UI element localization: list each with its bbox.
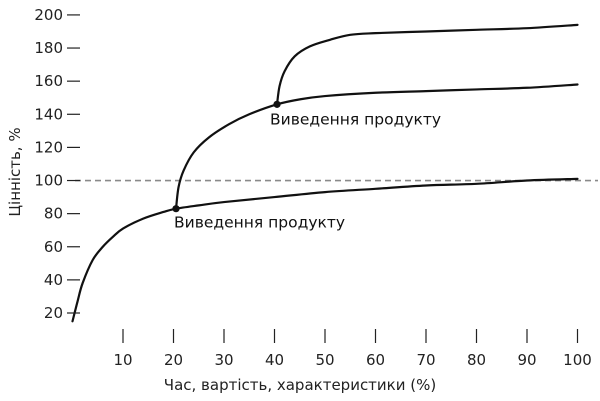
y-tick-label-140: 140 <box>34 105 63 123</box>
x-tick-label-10: 10 <box>113 351 132 369</box>
y-tick-label-160: 160 <box>34 72 63 90</box>
launch-point-2 <box>273 100 281 108</box>
y-tick-label-180: 180 <box>34 39 63 57</box>
annotation-launch-1: Виведення продукту <box>174 214 345 232</box>
x-tick-label-70: 70 <box>416 351 435 369</box>
x-axis-title: Час, вартість, характеристики (%) <box>164 376 436 394</box>
y-tick-label-80: 80 <box>44 205 63 223</box>
x-tick-label-30: 30 <box>214 351 233 369</box>
x-tick-label-100: 100 <box>563 351 592 369</box>
x-tick-label-20: 20 <box>164 351 183 369</box>
y-tick-label-20: 20 <box>44 304 63 322</box>
x-tick-label-40: 40 <box>265 351 284 369</box>
x-tick-label-60: 60 <box>366 351 385 369</box>
y-tick-label-120: 120 <box>34 138 63 156</box>
y-tick-label-200: 200 <box>34 6 63 24</box>
x-tick-label-80: 80 <box>467 351 486 369</box>
x-tick-label-50: 50 <box>315 351 334 369</box>
launch-point-1 <box>172 205 180 213</box>
y-tick-label-100: 100 <box>34 172 63 190</box>
annotation-launch-2: Виведення продукту <box>270 110 441 128</box>
y-axis-title: Цінність, % <box>6 127 24 216</box>
series-line-2 <box>174 83 579 210</box>
y-tick-label-60: 60 <box>44 238 63 256</box>
series-line-3 <box>275 23 579 106</box>
y-tick-label-40: 40 <box>44 271 63 289</box>
x-tick-label-90: 90 <box>517 351 536 369</box>
series-line-1 <box>71 177 579 323</box>
